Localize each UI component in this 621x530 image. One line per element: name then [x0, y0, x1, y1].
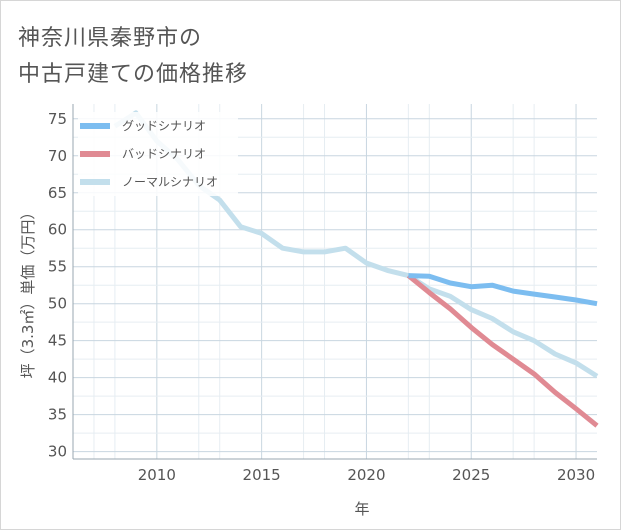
- legend-label: グッドシナリオ: [122, 119, 206, 133]
- y-tick-label: 45: [48, 332, 67, 350]
- y-tick-label: 40: [48, 369, 67, 387]
- y-tick-label: 60: [48, 221, 67, 239]
- y-tick-label: 70: [48, 147, 67, 165]
- x-axis-title: 年: [354, 500, 369, 518]
- y-tick-label: 65: [48, 184, 67, 202]
- y-tick-label: 50: [48, 295, 67, 313]
- x-tick-label: 2020: [347, 466, 385, 484]
- y-tick-label: 75: [48, 110, 67, 128]
- x-tick-label: 2025: [452, 466, 490, 484]
- x-tick-label: 2015: [243, 466, 281, 484]
- chart-title-line1: 神奈川県秦野市の: [18, 26, 203, 51]
- x-tick-label: 2030: [557, 466, 595, 484]
- y-tick-label: 30: [48, 443, 67, 461]
- x-tick-label: 2010: [138, 466, 176, 484]
- series-line-good: [408, 273, 598, 307]
- series-line-bad: [406, 273, 599, 428]
- chart-title-line2: 中古戸建ての価格推移: [18, 62, 249, 87]
- y-tick-label: 35: [48, 406, 67, 424]
- legend-label: バッドシナリオ: [122, 147, 206, 161]
- legend-label: ノーマルシナリオ: [122, 175, 218, 189]
- y-tick-label: 55: [48, 258, 67, 276]
- y-axis-title: 坪（3.3㎡）単価（万円）: [19, 205, 37, 379]
